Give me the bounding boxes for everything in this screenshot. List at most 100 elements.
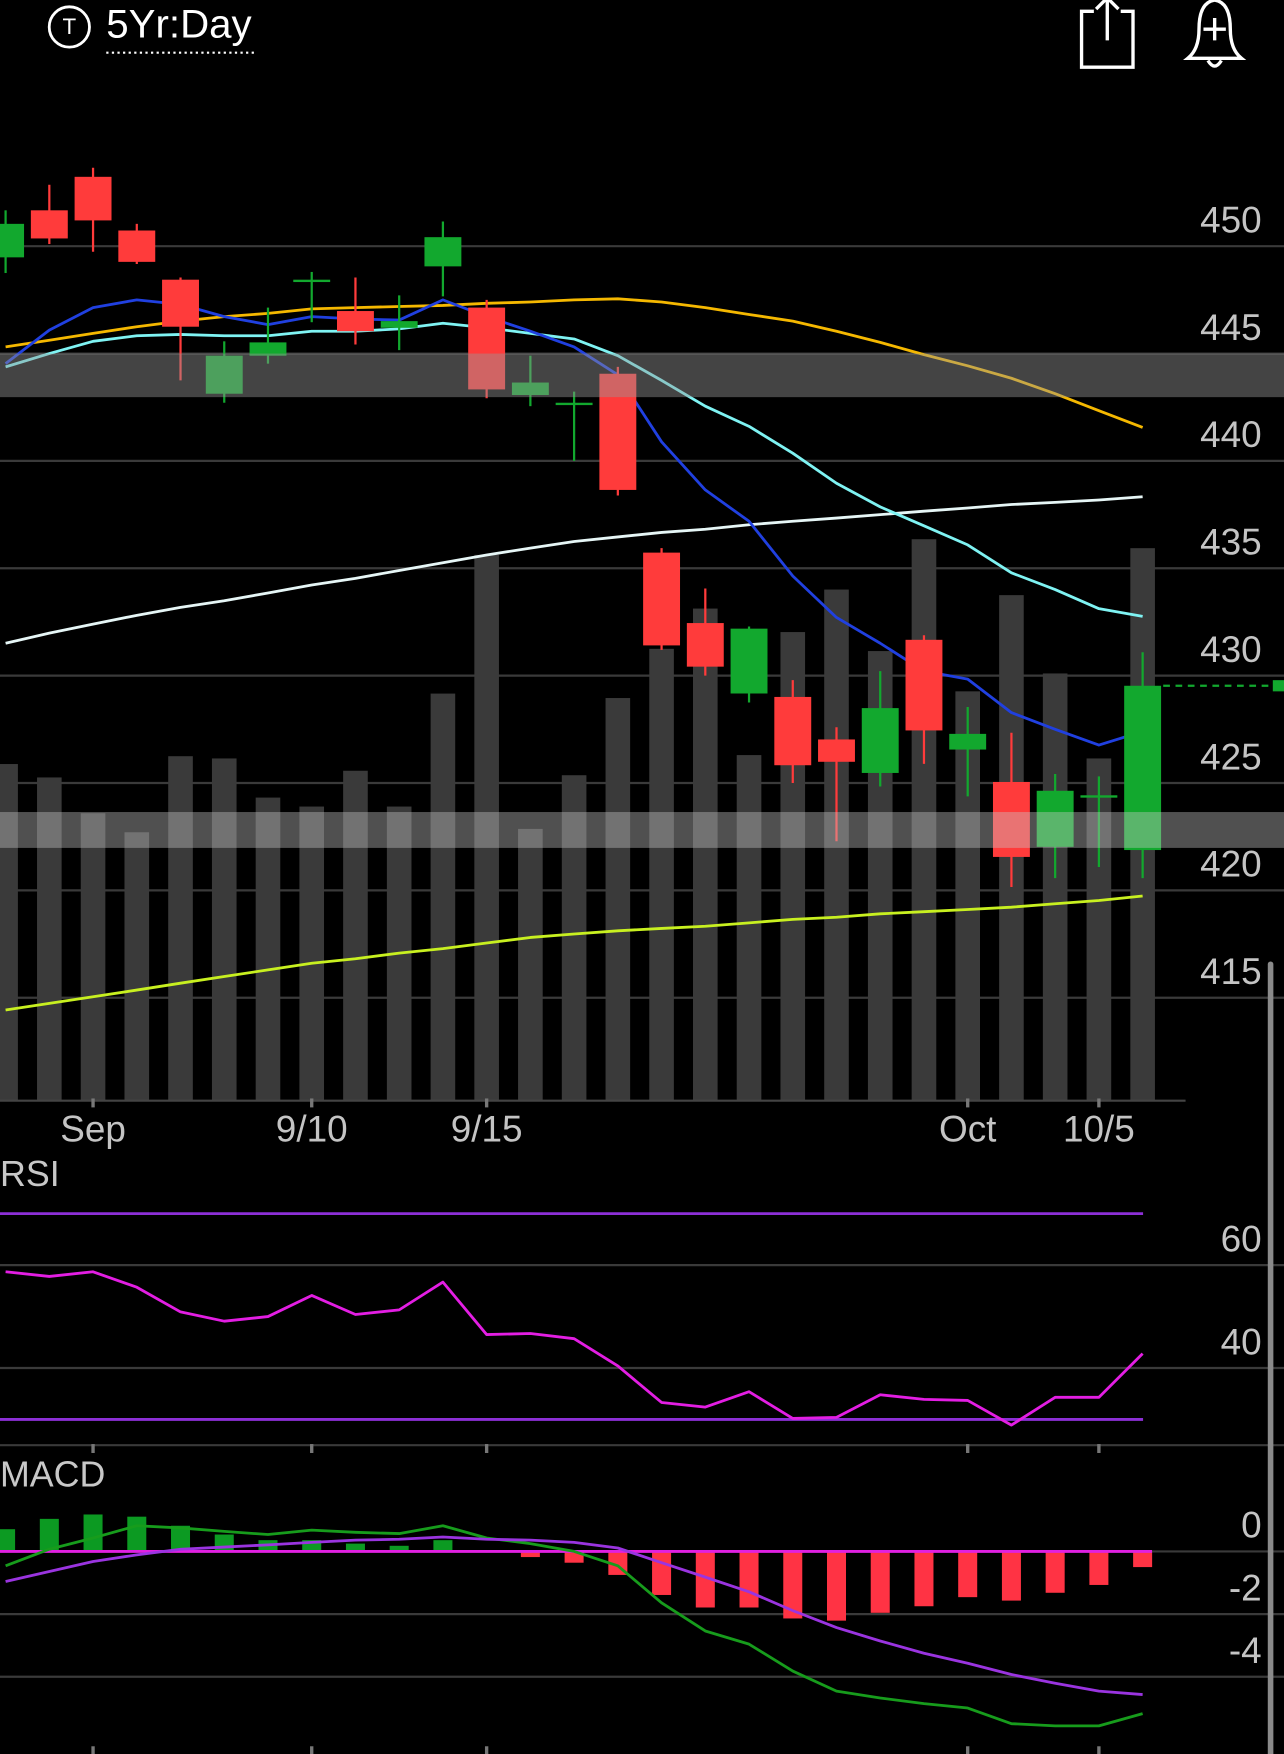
- histogram-bar: [214, 1534, 234, 1552]
- volume-bar: [693, 608, 718, 1101]
- candle-body: [555, 402, 593, 406]
- price-zone: [0, 812, 1284, 848]
- panel-label: RSI: [0, 1154, 60, 1194]
- y-tick-label: 425: [1200, 736, 1262, 777]
- candle-body: [774, 696, 812, 766]
- histogram-bar: [127, 1516, 147, 1552]
- volume-bar: [649, 648, 674, 1101]
- volume-bar: [80, 813, 106, 1101]
- icon-letter: T: [63, 14, 77, 39]
- volume-bar: [605, 698, 631, 1101]
- histogram-bar: [39, 1518, 59, 1552]
- histogram-bar: [783, 1551, 803, 1619]
- y-tick-label: 60: [1221, 1218, 1262, 1259]
- candle-body: [643, 552, 681, 646]
- y-tick-label: -2: [1229, 1567, 1262, 1608]
- timeframe-title: 5Yr:Day: [106, 2, 252, 47]
- histogram-bar: [826, 1551, 847, 1621]
- candle-body: [599, 373, 637, 490]
- candle-body: [1124, 685, 1162, 851]
- last-price-marker: [1272, 680, 1284, 692]
- histogram-bar: [739, 1551, 759, 1608]
- y-tick-label: 420: [1200, 844, 1262, 885]
- bell-clapper: [1206, 59, 1223, 68]
- volume-bar: [37, 777, 62, 1101]
- volume-bar: [1042, 673, 1068, 1101]
- y-tick-label: 0: [1241, 1505, 1262, 1546]
- histogram-bar: [83, 1514, 103, 1552]
- volume-bar: [430, 693, 456, 1101]
- y-tick-label: 415: [1200, 951, 1262, 992]
- price-zone: [0, 353, 1284, 398]
- volume-bar: [211, 758, 237, 1101]
- candle-body: [730, 628, 768, 694]
- icon-circle: [47, 5, 91, 49]
- volume-bar: [474, 554, 499, 1101]
- candle-body: [511, 382, 549, 396]
- volume-bar: [168, 756, 193, 1101]
- candle-body: [424, 237, 462, 267]
- candle-body: [0, 223, 25, 258]
- volume-bar: [343, 770, 368, 1101]
- panel-label: MACD: [0, 1454, 105, 1494]
- volume-bar: [0, 764, 18, 1101]
- candle-body: [249, 342, 287, 356]
- candle-body: [74, 176, 112, 221]
- volume-bar: [299, 806, 325, 1101]
- histogram-bar: [652, 1551, 672, 1595]
- histogram-bar: [958, 1551, 978, 1598]
- volume-bar: [124, 832, 150, 1101]
- macd-line: [5, 1524, 1144, 1728]
- volume-bar: [518, 828, 543, 1101]
- volume-bar: [824, 589, 849, 1101]
- volume-bar: [255, 797, 281, 1101]
- volume-bar: [561, 775, 587, 1101]
- histogram-bar: [520, 1551, 540, 1558]
- moving-average-line: [5, 321, 1143, 618]
- candle-body: [992, 781, 1030, 857]
- moving-average-line: [5, 495, 1143, 645]
- x-tick-label: 10/5: [1063, 1109, 1135, 1150]
- histogram-bar: [914, 1551, 934, 1607]
- candle-body: [30, 210, 68, 239]
- candle-body: [468, 307, 506, 390]
- y-tick-label: 440: [1200, 414, 1262, 455]
- bell: [1183, 0, 1247, 60]
- alert-button[interactable]: [1183, 0, 1247, 68]
- candle-body: [861, 708, 899, 773]
- candle-body: [818, 739, 855, 762]
- histogram-bar: [302, 1540, 322, 1552]
- candle-body: [293, 279, 331, 283]
- bell-plus: [1203, 18, 1226, 41]
- candle-body: [205, 355, 243, 394]
- volume-bar: [736, 755, 762, 1101]
- y-tick-label: 40: [1221, 1321, 1262, 1362]
- volume-bar: [911, 539, 937, 1101]
- rsi-line: [5, 1270, 1144, 1427]
- y-tick-label: 435: [1200, 522, 1262, 563]
- header: T 5Yr:Day: [47, 0, 1247, 69]
- share-button[interactable]: [1079, 0, 1135, 69]
- candle-body: [1036, 790, 1074, 847]
- histogram-bar: [433, 1540, 453, 1552]
- y-tick-label: 445: [1200, 307, 1262, 348]
- candle-body: [118, 230, 156, 262]
- share-box: [1079, 9, 1135, 69]
- moving-average-line: [5, 894, 1143, 1012]
- histogram-bar: [1089, 1551, 1109, 1585]
- y-tick-label: 450: [1200, 199, 1262, 240]
- histogram-bar: [1045, 1551, 1065, 1593]
- timeframe-button[interactable]: 5Yr:Day: [106, 2, 258, 54]
- histogram-bar: [171, 1525, 191, 1552]
- x-tick-label: 9/15: [451, 1109, 523, 1150]
- ticker-button[interactable]: T: [47, 5, 91, 49]
- candle-body: [905, 639, 943, 731]
- histogram-bar: [564, 1551, 584, 1563]
- candle-body: [949, 733, 987, 750]
- x-tick-label: Sep: [60, 1109, 126, 1150]
- y-tick-label: -4: [1229, 1630, 1262, 1671]
- candle-body: [380, 321, 418, 328]
- x-tick-label: Oct: [939, 1109, 996, 1150]
